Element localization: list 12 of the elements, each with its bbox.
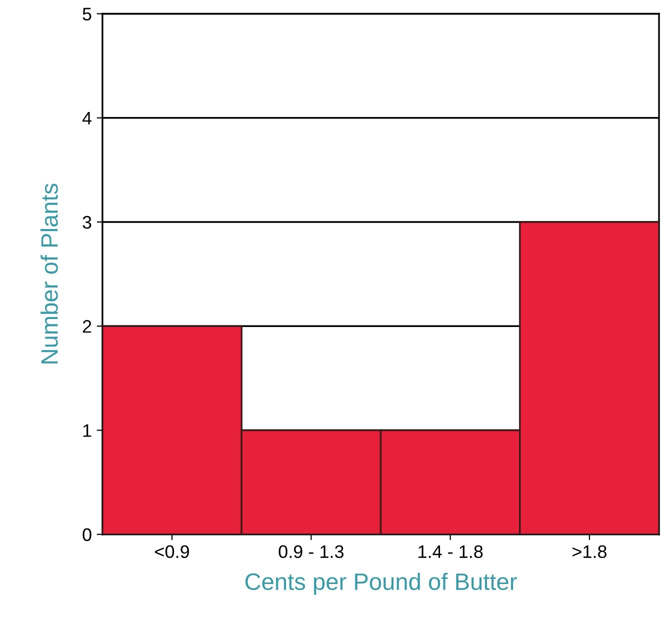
x-tick-label: 0.9 - 1.3 xyxy=(278,545,344,558)
y-tick-label: 4 xyxy=(82,112,92,124)
x-tick-label: 1.4 - 1.8 xyxy=(418,545,483,558)
y-tick-label: 0 xyxy=(82,528,92,542)
y-axis-title: Number of Plants xyxy=(40,184,58,364)
x-tick-label: <0.9 xyxy=(155,545,189,558)
y-tick-label: 1 xyxy=(83,424,92,437)
y-tick-label: 2 xyxy=(82,320,92,333)
y-tick-label: 3 xyxy=(82,216,92,229)
y-tick-label: 5 xyxy=(82,8,92,20)
x-tick-label: >1.8 xyxy=(572,545,606,558)
x-axis-title: Cents per Pound of Butter xyxy=(245,572,517,595)
